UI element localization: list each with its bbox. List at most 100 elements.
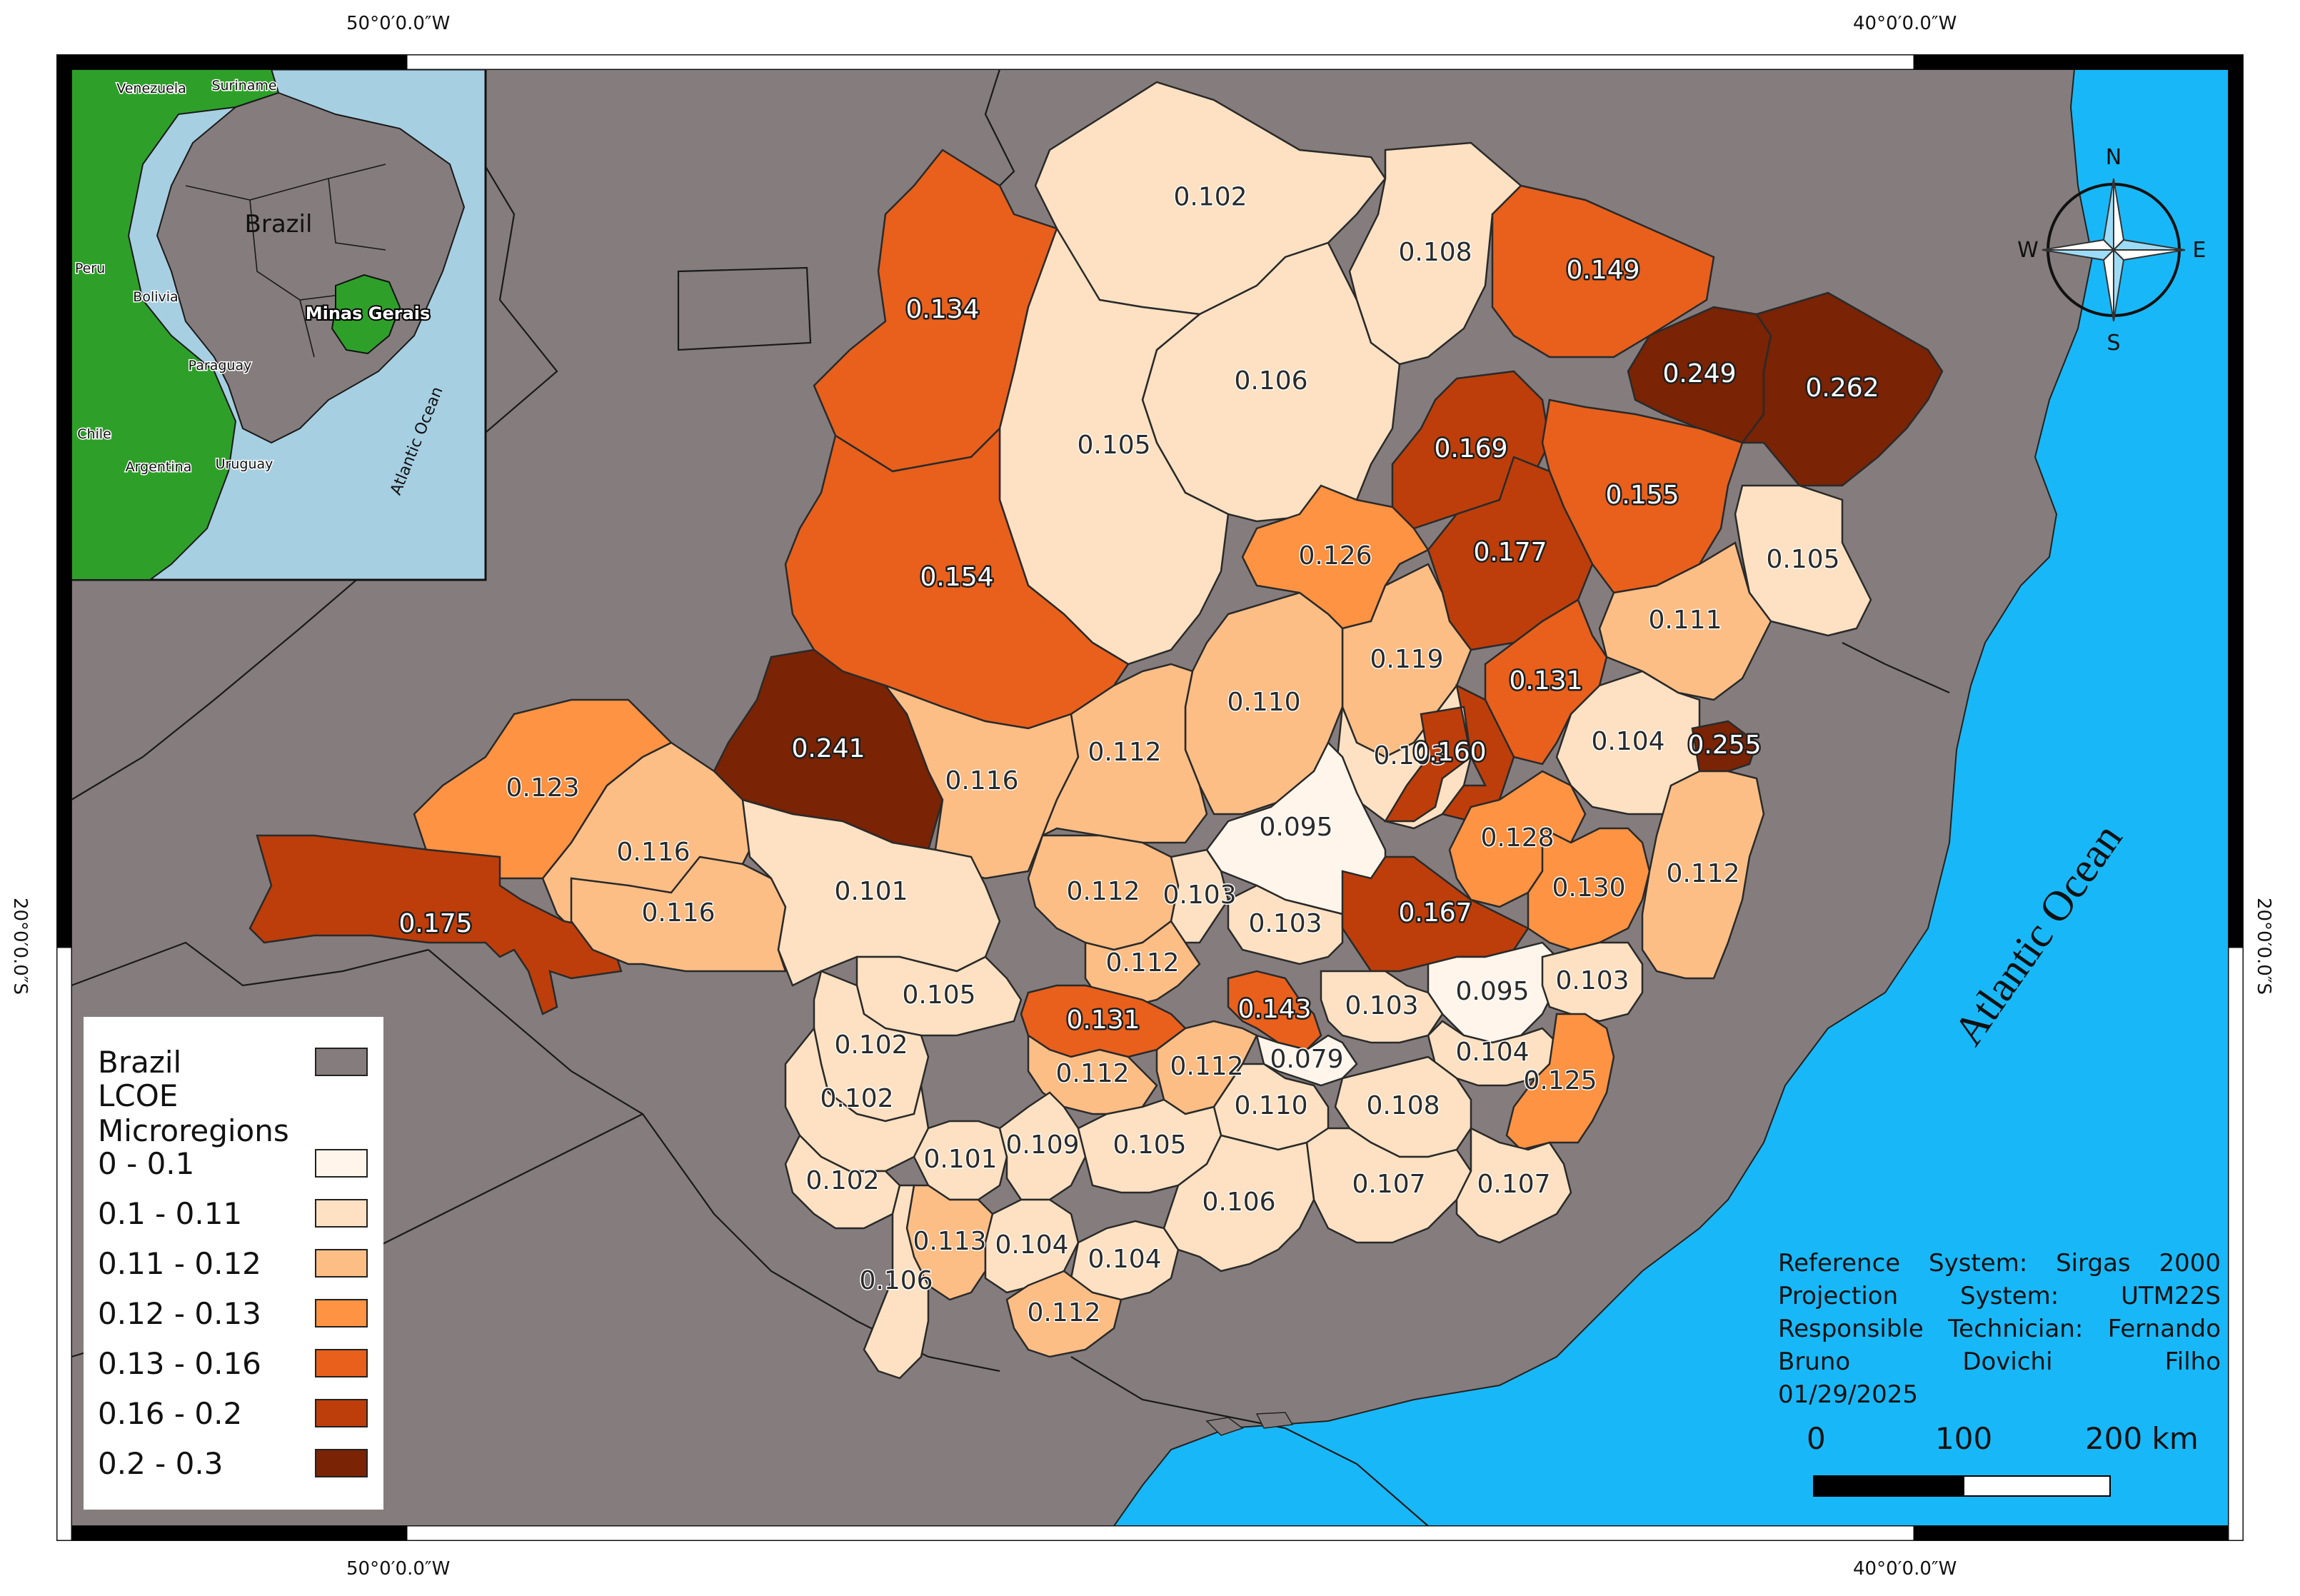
region-value-label: 0.112 [1666,859,1739,888]
legend-class-label: 0.16 - 0.2 [98,1395,243,1431]
scale-label-100: 100 [1935,1421,1993,1456]
coord-bottom-left: 50°0′0.0″W [346,1558,451,1580]
region-value-label: 0.106 [859,1266,933,1295]
region-value-label: 0.107 [1352,1170,1425,1199]
region-polygon[interactable] [1227,970,1322,1051]
region-value-label: 0.101 [923,1145,997,1174]
metadata-word: System: [1960,1282,2059,1310]
north-label: N [2106,145,2121,170]
legend-row: 0.2 - 0.3 [98,1444,368,1482]
region-polygon[interactable] [1005,1270,1123,1358]
legend-row: 0.1 - 0.11 [98,1194,368,1233]
coord-top-right: 40°0′0.0″W [1853,13,1957,34]
coastal-islands [1205,1412,1294,1436]
metadata-technician-name: Bruno Dovichi Filho [1778,1345,2221,1378]
inset-label-bolivia: Bolivia [133,289,178,305]
region-value-label: 0.108 [1398,238,1472,267]
metadata-reference-system: Reference System: Sirgas 2000 [1778,1247,2221,1280]
inset-map: Brazil Minas Gerais Atlantic Ocean Venez… [70,68,487,581]
region-polygon[interactable] [1734,484,1872,637]
region-value-label: 0.126 [1298,541,1372,571]
inset-label-uruguay: Uruguay [216,456,273,472]
legend-row-brazil: Brazil [98,1043,368,1081]
legend-brazil-swatch [315,1048,368,1076]
region-polygon[interactable] [248,834,623,1015]
region-polygon[interactable] [1170,848,1230,944]
region-polygon[interactable] [1527,826,1651,951]
metadata-word: Reference [1778,1249,1901,1278]
map-frame [56,54,2244,1541]
region-value-label: 0.104 [1455,1038,1529,1067]
scale-bar [1813,1475,2111,1497]
region-value-label: 0.112 [1055,1059,1129,1088]
region-value-label: 0.110 [1234,1091,1307,1120]
region-value-label: 0.102 [820,1084,893,1113]
region-value-label: 0.105 [1766,545,1839,574]
legend-panel: Brazil LCOE Microregions 0 - 0.1 0.1 - 0… [84,1017,383,1510]
region-polygon[interactable] [1227,884,1344,965]
region-polygon[interactable] [1641,770,1765,980]
region-polygon[interactable] [998,1091,1087,1201]
inset-brazil [156,91,466,444]
west-label: W [2017,238,2039,263]
region-value-label: 0.131 [1066,1005,1140,1035]
region-value-label: 0.116 [641,898,715,928]
region-polygon[interactable] [1598,541,1772,701]
region-polygon[interactable] [1740,291,1944,487]
minas-gerais-microregions [248,81,1944,1380]
metadata-word: Dovichi [1962,1347,2053,1376]
region-value-label: 0.255 [1687,731,1761,760]
region-value-label: 0.175 [398,909,472,938]
legend-swatch [315,1349,368,1377]
legend-row: 0 - 0.1 [98,1144,368,1183]
legend-swatch [315,1149,368,1178]
region-value-labels: 0.102 0.108 0.149 0.134 0.106 0.249 0.262 0.169… [397,181,1881,1329]
north-arrow-icon: N S E W [2017,145,2206,356]
region-polygon[interactable] [413,698,673,880]
scale-bar-labels: 0 100 200 km [1799,1421,2206,1456]
region-value-label: 0.134 [905,295,979,324]
region-value-label: 0.104 [1591,727,1664,756]
region-polygon[interactable] [883,683,1080,880]
region-polygon[interactable] [863,1184,930,1380]
region-polygon[interactable] [784,1133,901,1230]
metadata-technician: Responsible Technician: Fernando [1778,1313,2221,1345]
region-value-label: 0.154 [920,563,993,592]
inset-label-argentina: Argentina [126,459,192,475]
region-value-label: 0.105 [1113,1130,1186,1160]
region-polygon[interactable] [1491,184,1715,358]
legend-brazil-label: Brazil [98,1044,182,1080]
region-value-label: 0.155 [1605,481,1679,510]
inset-label-chile: Chile [77,426,111,442]
legend-class-label: 0 - 0.1 [98,1145,195,1181]
coord-top-left: 50°0′0.0″W [346,13,451,34]
region-value-label: 0.095 [1259,813,1332,842]
legend-row: 0.16 - 0.2 [98,1394,368,1432]
region-polygon[interactable] [1383,683,1515,823]
region-value-label: 0.103 [1162,880,1236,910]
region-value-label: 0.125 [1523,1066,1597,1095]
region-polygon[interactable] [1255,1034,1358,1087]
region-polygon[interactable] [1040,663,1208,844]
metadata-word: UTM22S [2121,1282,2221,1310]
region-polygon[interactable] [1505,1013,1615,1151]
region-value-label: 0.249 [1662,359,1736,388]
inset-state-label: Minas Gerais [306,303,431,323]
region-polygon[interactable] [1455,1126,1572,1244]
region-value-label: 0.112 [1066,877,1140,906]
legend-class-label: 0.13 - 0.16 [98,1345,261,1381]
legend-class-label: 0.2 - 0.3 [98,1445,224,1481]
scale-label-200: 200 km [2085,1421,2199,1456]
metadata-word: Sirgas [2056,1249,2131,1278]
region-value-label: 0.110 [1227,688,1300,717]
inset-label-peru: Peru [75,261,105,276]
region-value-label: 0.103 [1555,966,1629,995]
region-value-label: 0.103 [1345,991,1418,1020]
region-polygon[interactable] [1162,1134,1315,1273]
region-polygon[interactable] [1541,941,1644,1023]
legend-swatch [315,1299,368,1328]
region-value-label: 0.079 [1270,1045,1343,1074]
legend-class-label: 0.1 - 0.11 [98,1195,243,1231]
region-value-label: 0.131 [1509,666,1582,696]
